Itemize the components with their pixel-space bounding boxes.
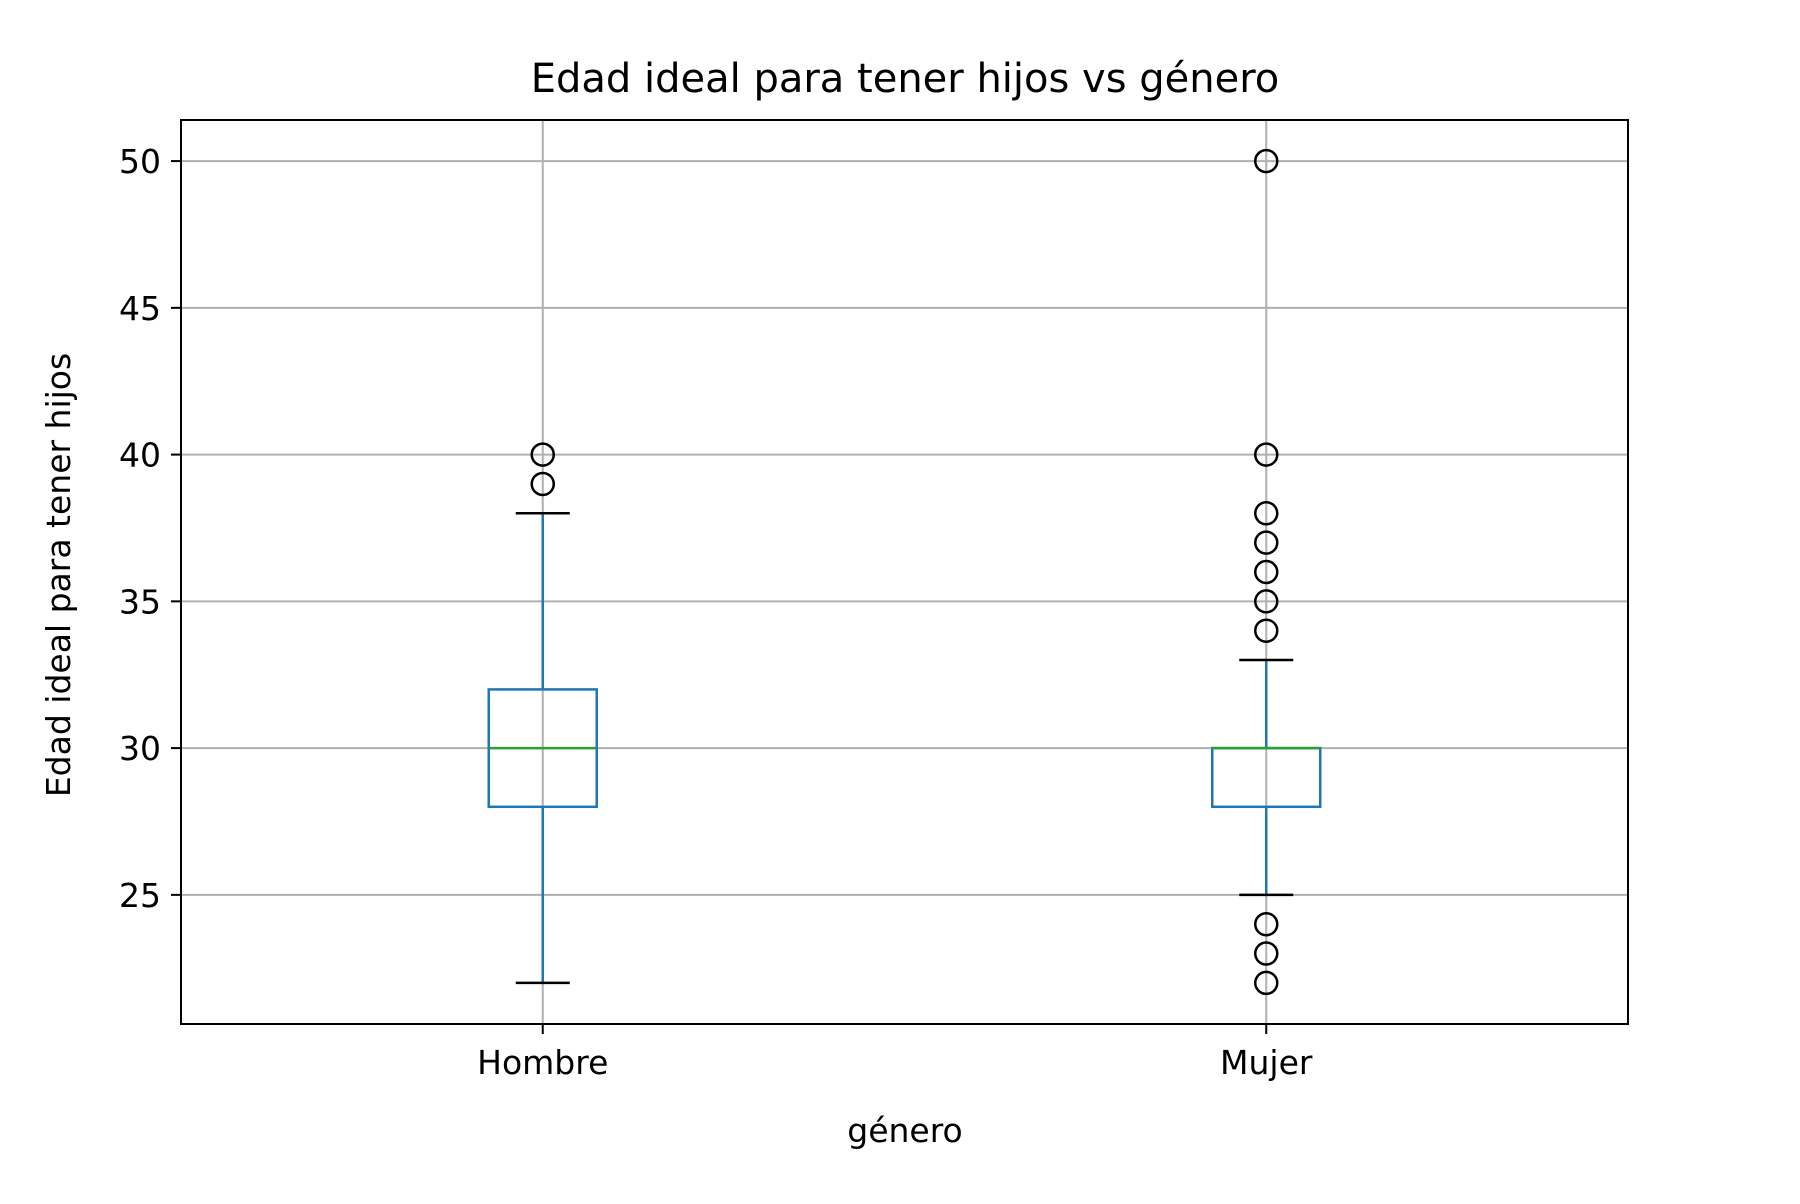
x-axis-label: género [847, 1111, 963, 1150]
outlier-point [530, 471, 555, 497]
grid-lines [181, 120, 1628, 1024]
outlier-point [1254, 148, 1279, 174]
outlier-point [1254, 589, 1279, 614]
y-tick-label: 30 [119, 729, 161, 768]
axes: 25 30 35 40 45 50 Hombre Mujer [119, 119, 1629, 1082]
y-axis-label: Edad ideal para tener hijos [39, 353, 78, 797]
outlier-point [1254, 941, 1279, 966]
y-tick-label: 45 [119, 289, 161, 328]
outlier-point [530, 442, 555, 467]
box-hombre [487, 442, 598, 985]
x-tick-label: Hombre [477, 1043, 608, 1082]
box-mujer [1211, 148, 1322, 996]
x-tick-label: Mujer [1220, 1043, 1313, 1082]
outlier-point [1254, 559, 1279, 585]
outlier-point [1254, 618, 1279, 643]
outlier-point [1254, 442, 1279, 467]
outlier-point [1254, 911, 1279, 937]
outlier-point [1254, 501, 1279, 526]
y-tick-label: 40 [119, 436, 161, 475]
box-series [487, 148, 1322, 996]
plot-frame [180, 119, 1629, 1025]
y-tick-label: 25 [119, 876, 161, 915]
chart-title: Edad ideal para tener hijos vs género [531, 56, 1280, 102]
outlier-point [1254, 970, 1279, 996]
y-tick-label: 50 [119, 142, 161, 181]
outlier-point [1254, 530, 1279, 555]
y-tick-label: 35 [119, 582, 161, 621]
